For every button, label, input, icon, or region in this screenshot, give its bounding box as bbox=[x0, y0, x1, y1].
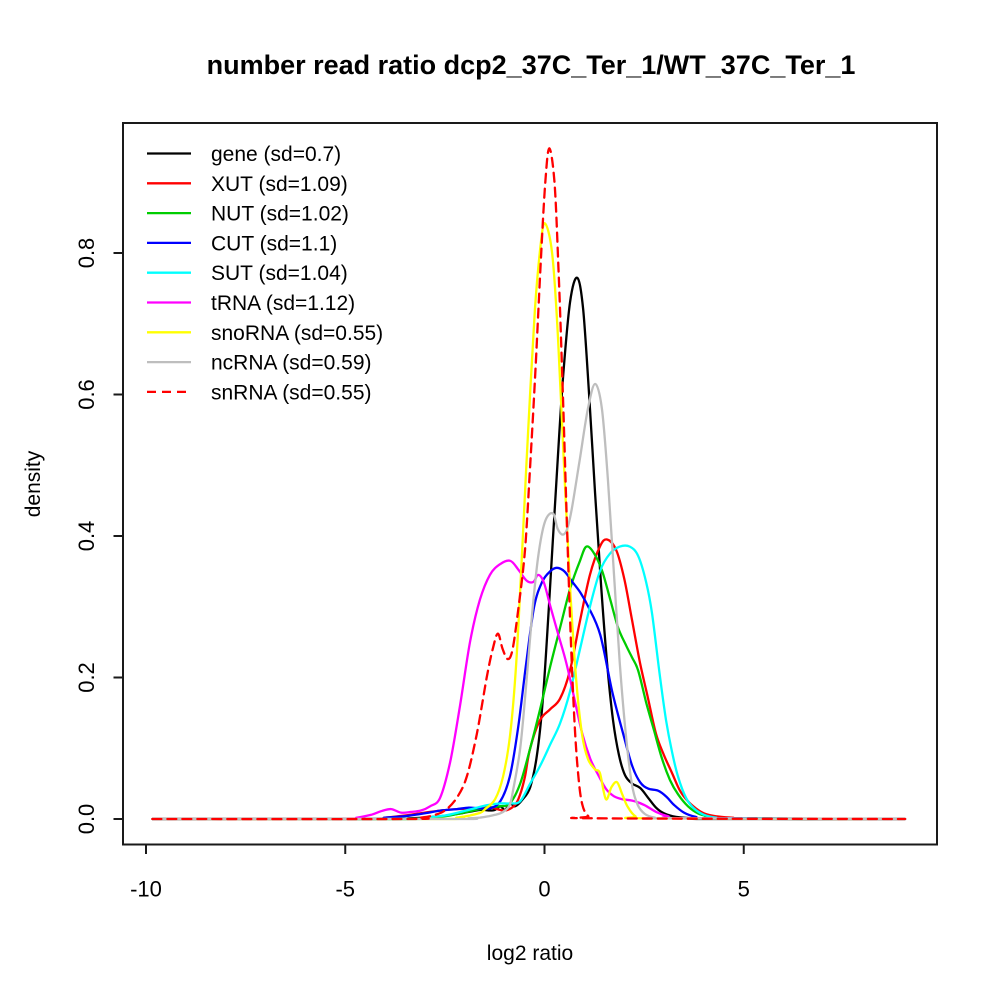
y-axis-label: density bbox=[22, 450, 45, 517]
x-axis-label: log2 ratio bbox=[487, 942, 573, 965]
plot-box bbox=[122, 122, 938, 846]
legend-label-gene: gene (sd=0.7) bbox=[211, 143, 341, 166]
legend-label-snoRNA: snoRNA (sd=0.55) bbox=[211, 322, 383, 345]
legend: gene (sd=0.7) XUT (sd=1.09) NUT (sd=1.02) C… bbox=[147, 143, 383, 404]
axes-layer: -10 -5 0 5 0.0 0.2 0.4 0.6 0.8 bbox=[74, 122, 938, 902]
curve-snRNA bbox=[151, 147, 907, 821]
legend-label-NUT: NUT (sd=1.02) bbox=[211, 203, 349, 226]
legend-label-XUT: XUT (sd=1.09) bbox=[211, 173, 348, 196]
y-tick-label: 0.0 bbox=[74, 804, 99, 835]
legend-label-CUT: CUT (sd=1.1) bbox=[211, 232, 337, 255]
y-tick-label: 0.2 bbox=[74, 662, 99, 693]
curve-NUT bbox=[151, 545, 907, 821]
y-tick-label: 0.8 bbox=[74, 238, 99, 269]
legend-label-tRNA: tRNA (sd=1.12) bbox=[211, 292, 355, 315]
legend-label-SUT: SUT (sd=1.04) bbox=[211, 262, 348, 285]
x-tick-label: 0 bbox=[538, 877, 550, 902]
curve-ncRNA bbox=[151, 382, 907, 821]
legend-label-snRNA: snRNA (sd=0.55) bbox=[211, 381, 372, 404]
curve-SUT bbox=[151, 544, 907, 821]
y-tick-label: 0.6 bbox=[74, 379, 99, 410]
x-tick-label: -5 bbox=[335, 877, 355, 902]
y-tick-label: 0.4 bbox=[74, 521, 99, 552]
curve-snoRNA bbox=[151, 222, 907, 821]
chart-title: number read ratio dcp2_37C_Ter_1/WT_37C_… bbox=[207, 50, 856, 80]
curves-layer bbox=[151, 147, 907, 821]
legend-label-ncRNA: ncRNA (sd=0.59) bbox=[211, 352, 372, 375]
x-tick-label: -10 bbox=[130, 877, 162, 902]
curve-tRNA bbox=[151, 559, 907, 821]
curve-CUT bbox=[151, 566, 907, 821]
x-tick-label: 5 bbox=[738, 877, 750, 902]
